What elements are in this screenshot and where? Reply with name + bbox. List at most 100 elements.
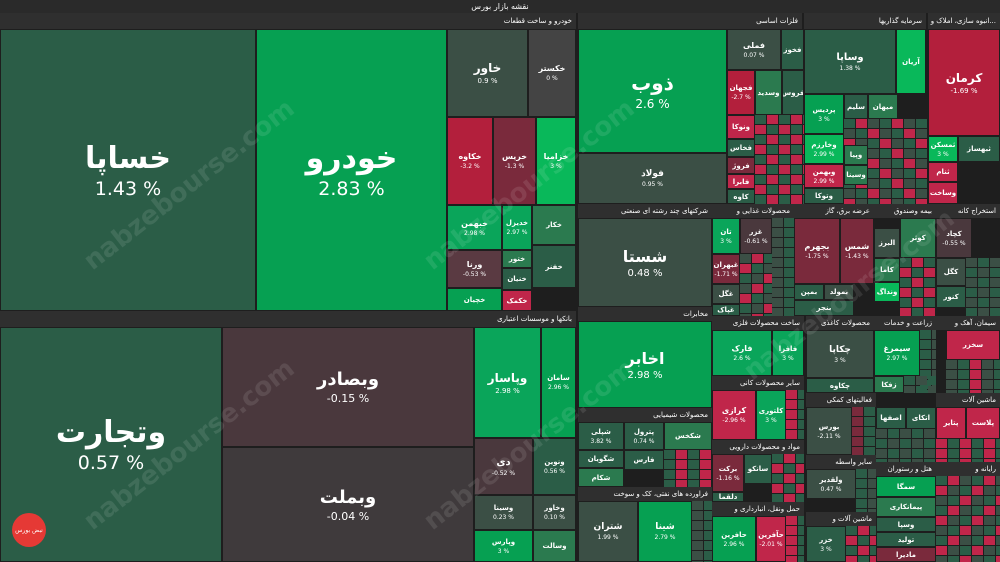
stock-tile-petrol[interactable]: پترول 0.74 %	[624, 422, 664, 450]
stock-cell[interactable]	[984, 506, 995, 515]
stock-cell[interactable]	[972, 506, 983, 515]
stock-cell[interactable]	[779, 115, 790, 124]
stock-cell[interactable]	[868, 119, 879, 128]
stock-cell[interactable]	[916, 139, 927, 148]
stock-tile-shipli[interactable]: شپلی 3.82 %	[578, 422, 624, 450]
stock-tile-vsina2[interactable]: وسینا	[844, 165, 868, 185]
stock-cell[interactable]	[803, 115, 804, 124]
sector-header-mineral[interactable]: سایر محصولات کانی	[712, 376, 804, 390]
stock-cell[interactable]	[852, 417, 863, 426]
stock-tile-sonam[interactable]: ثنام	[928, 162, 958, 182]
stock-cell[interactable]	[868, 159, 879, 168]
stock-cell[interactable]	[888, 429, 899, 438]
stock-cell[interactable]	[924, 308, 935, 316]
sector-header-power[interactable]: عرضه برق، گاز	[794, 204, 874, 218]
stock-tile-khamin[interactable]: خبهمن 2.98 %	[447, 205, 502, 250]
stock-cell[interactable]	[984, 439, 995, 448]
stock-cell[interactable]	[916, 376, 927, 385]
stock-cell[interactable]	[767, 175, 778, 184]
stock-cell[interactable]	[978, 268, 989, 277]
stock-tile-vbsader[interactable]: وبصادر -0.15 %	[222, 327, 474, 447]
stock-cell[interactable]	[852, 427, 863, 436]
stock-tile-kerman[interactable]: کرمان -1.69 %	[928, 29, 1000, 136]
stock-cell[interactable]	[864, 427, 875, 436]
stock-cell[interactable]	[936, 486, 947, 495]
stock-cell[interactable]	[924, 439, 935, 448]
stock-cell[interactable]	[936, 449, 947, 458]
stock-cell[interactable]	[892, 149, 903, 158]
stock-tile-fabra[interactable]: فابرا	[727, 174, 755, 189]
stock-cell[interactable]	[936, 546, 947, 555]
stock-cell[interactable]	[852, 447, 863, 455]
stock-cell[interactable]	[764, 264, 772, 273]
stock-tile-vparsi[interactable]: وپارس 3 %	[474, 530, 533, 562]
stock-cell[interactable]	[692, 531, 703, 540]
stock-cell[interactable]	[803, 155, 804, 164]
stock-tile-akhabar[interactable]: اخابر 2.98 %	[578, 321, 712, 408]
stock-tile-khfenar[interactable]: خفنر	[532, 245, 576, 288]
sector-header-trans[interactable]: حمل ونقل، انبارداری و	[712, 502, 804, 516]
stock-cell[interactable]	[740, 274, 751, 283]
stock-tile-arian[interactable]: آریان	[896, 29, 926, 94]
stock-cell[interactable]	[803, 165, 804, 174]
stock-cell[interactable]	[704, 551, 712, 560]
stock-cell[interactable]	[892, 119, 903, 128]
stock-cell[interactable]	[779, 125, 790, 134]
stock-tile-saman[interactable]: سامان 2.96 %	[541, 327, 576, 438]
stock-tile-fkhas[interactable]: فخاس	[727, 139, 755, 157]
sector-header-metal[interactable]: فلزات اساسی	[578, 13, 802, 29]
stock-tile-vtejarat[interactable]: وتجارت 0.57 %	[0, 327, 222, 562]
stock-cell[interactable]	[982, 390, 993, 393]
stock-cell[interactable]	[880, 199, 891, 204]
stock-cell[interactable]	[924, 268, 935, 277]
stock-tile-albors[interactable]: البرز	[874, 228, 900, 258]
stock-cell[interactable]	[755, 185, 766, 194]
sector-header-hotel[interactable]: هتل و رستوران	[876, 462, 936, 476]
stock-cell[interactable]	[924, 288, 935, 297]
stock-cell[interactable]	[876, 449, 887, 458]
stock-cell[interactable]	[924, 449, 935, 458]
stock-cell[interactable]	[996, 439, 1000, 448]
sector-header-oil[interactable]: فراورده های نفتی، کک و سوخت	[578, 487, 712, 501]
stock-cell[interactable]	[880, 139, 891, 148]
stock-cell[interactable]	[994, 380, 1000, 389]
stock-cell[interactable]	[982, 370, 993, 379]
stock-cell[interactable]	[779, 145, 790, 154]
stock-cell[interactable]	[676, 470, 687, 479]
stock-tile-bmolad[interactable]: بمولد	[824, 284, 854, 300]
stock-tile-shgoyan[interactable]: شگویان	[578, 450, 624, 468]
stock-cell[interactable]	[946, 380, 957, 389]
stock-cell[interactable]	[798, 546, 804, 555]
stock-cell[interactable]	[892, 159, 903, 168]
stock-cell[interactable]	[948, 449, 959, 458]
stock-cell[interactable]	[996, 506, 1000, 515]
stock-cell[interactable]	[700, 480, 711, 487]
stock-cell[interactable]	[966, 268, 977, 277]
stock-cell[interactable]	[924, 298, 935, 307]
stock-cell[interactable]	[972, 546, 983, 555]
stock-tile-khazar[interactable]: خزر 3 %	[806, 526, 846, 562]
stock-cell[interactable]	[764, 274, 772, 283]
stock-cell[interactable]	[920, 330, 931, 339]
stock-tile-bmeen[interactable]: بمپن	[794, 284, 824, 300]
stock-cell[interactable]	[752, 264, 763, 273]
stock-cell[interactable]	[858, 546, 869, 555]
stock-cell[interactable]	[936, 556, 947, 562]
stock-cell[interactable]	[772, 268, 783, 277]
stock-cell[interactable]	[972, 439, 983, 448]
stock-tile-khodkil[interactable]: خدیزل 2.97 %	[502, 205, 532, 250]
stock-tile-vsakht[interactable]: وساخت	[928, 182, 958, 204]
stock-cell[interactable]	[784, 268, 794, 277]
stock-cell[interactable]	[932, 360, 936, 369]
stock-cell[interactable]	[772, 238, 783, 247]
stock-tile-kechad[interactable]: کچاد -0.55 %	[936, 218, 972, 258]
stock-cell[interactable]	[856, 469, 867, 478]
stock-cell[interactable]	[966, 298, 977, 307]
stock-tile-kharis[interactable]: خریس -1.3 %	[493, 117, 536, 205]
stock-tile-hafarin[interactable]: حافرین 2.96 %	[712, 516, 756, 562]
stock-cell[interactable]	[900, 298, 911, 307]
stock-cell[interactable]	[982, 360, 993, 369]
stock-cell[interactable]	[772, 464, 783, 473]
stock-cell[interactable]	[803, 145, 804, 154]
stock-cell[interactable]	[876, 429, 887, 438]
